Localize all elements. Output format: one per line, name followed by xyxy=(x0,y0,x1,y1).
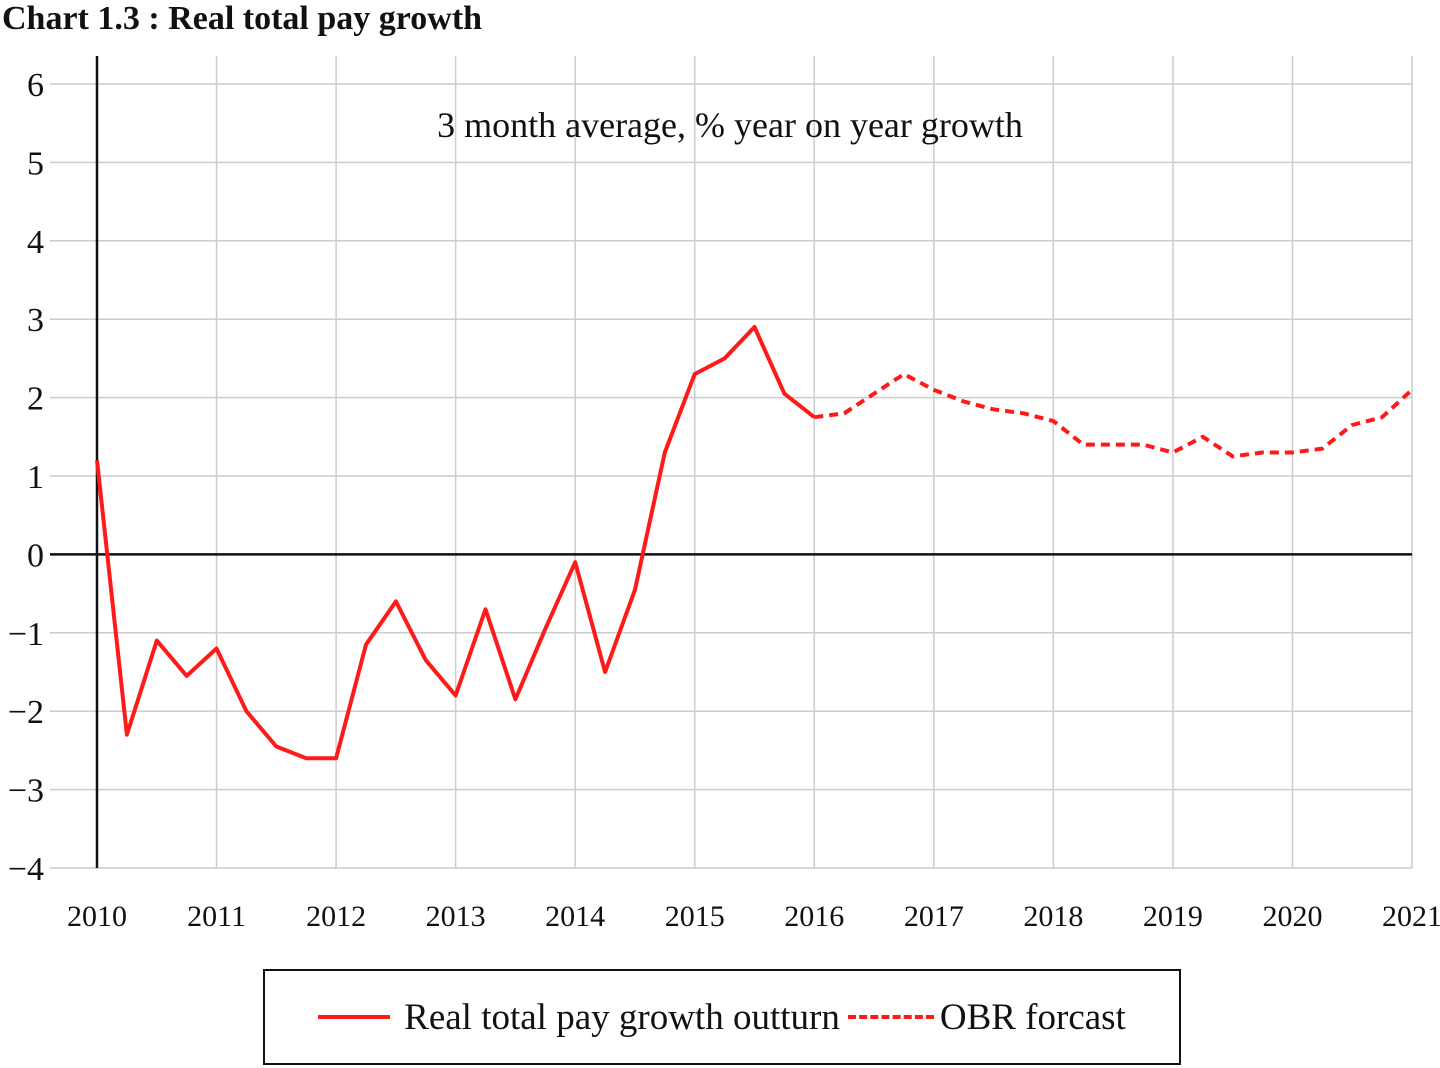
x-tick-label: 2010 xyxy=(67,900,127,933)
y-tick-label: 1 xyxy=(27,459,44,496)
line-chart: 6 5 4 3 2 1 0 −1 −2 −3 −4 2010 2011 2012 2013 2014 2015… xyxy=(8,56,1440,933)
vertical-gridlines xyxy=(215,56,1413,868)
legend-label-outturn: Real total pay growth outturn xyxy=(404,996,840,1038)
x-tick-label: 2014 xyxy=(545,900,605,933)
chart-title: Chart 1.3 : Real total pay growth xyxy=(2,0,483,37)
axes xyxy=(50,56,1412,868)
legend-dashed-line-swatch xyxy=(847,1015,934,1019)
legend-label-forecast: OBR forcast xyxy=(939,996,1126,1038)
y-tick-label: −1 xyxy=(8,616,44,653)
x-tick-label: 2019 xyxy=(1143,900,1203,933)
x-tick-label: 2015 xyxy=(665,900,725,933)
outturn-line xyxy=(95,325,816,761)
x-tick-label: 2018 xyxy=(1023,900,1083,933)
legend-solid-line-swatch xyxy=(318,1015,391,1019)
y-tick-label: 0 xyxy=(27,537,44,574)
y-tick-label: 2 xyxy=(27,381,44,418)
forecast-line xyxy=(814,372,1414,459)
y-tick-label: 3 xyxy=(27,302,44,339)
y-tick-label: 4 xyxy=(27,224,44,261)
legend: Real total pay growth outturn OBR forcas… xyxy=(263,969,1181,1065)
y-tick-label: 6 xyxy=(27,67,44,104)
x-tick-label: 2013 xyxy=(426,900,486,933)
series-lines xyxy=(95,325,1414,761)
x-tick-label: 2016 xyxy=(784,900,844,933)
x-tick-label: 2017 xyxy=(904,900,964,933)
y-tick-label: −4 xyxy=(8,851,44,888)
horizontal-gridlines xyxy=(50,83,1412,869)
y-tick-label: −3 xyxy=(8,773,44,810)
x-tick-label: 2021 xyxy=(1382,900,1440,933)
chart-annotation: 3 month average, % year on year growth xyxy=(437,105,1023,145)
x-tick-label: 2011 xyxy=(187,900,246,933)
y-tick-labels: 6 5 4 3 2 1 0 −1 −2 −3 −4 xyxy=(8,67,44,888)
x-tick-labels: 2010 2011 2012 2013 2014 2015 2016 2017 2018 2019… xyxy=(67,900,1440,933)
y-tick-label: −2 xyxy=(8,694,44,731)
x-tick-label: 2020 xyxy=(1262,900,1322,933)
x-tick-label: 2012 xyxy=(306,900,366,933)
legend-item-outturn: Real total pay growth outturn xyxy=(318,996,840,1039)
legend-item-forecast: OBR forcast xyxy=(840,996,1126,1039)
y-tick-label: 5 xyxy=(27,145,44,182)
